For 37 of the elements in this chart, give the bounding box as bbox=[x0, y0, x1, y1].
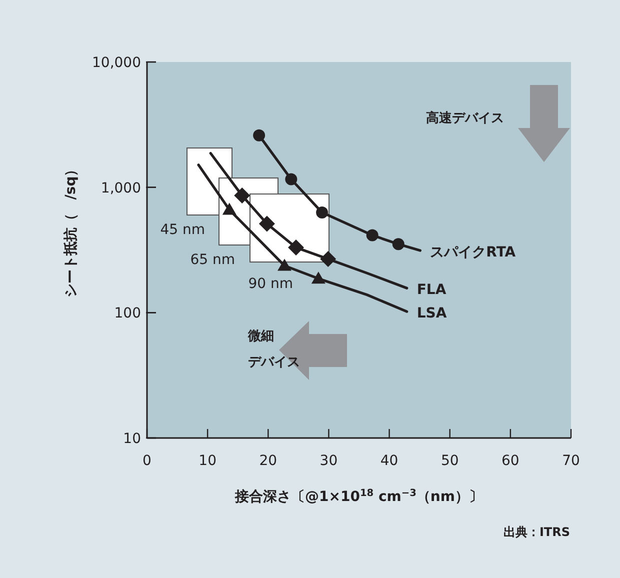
point bbox=[277, 258, 292, 271]
series-label: スパイクRTA bbox=[430, 244, 516, 261]
y-tick-label: 100 bbox=[114, 306, 141, 322]
point bbox=[311, 272, 326, 284]
annotation: 45 nm bbox=[160, 222, 205, 238]
annotation: 高速デバイス bbox=[426, 110, 504, 126]
x-tick-label: 30 bbox=[320, 453, 338, 469]
point bbox=[392, 238, 404, 250]
x-tick-label: 0 bbox=[142, 453, 152, 469]
y-axis-title: シート抵抗（ /sq） bbox=[63, 162, 79, 298]
y-tick-label: 1,000 bbox=[100, 180, 141, 196]
x-tick-label: 10 bbox=[198, 453, 216, 469]
point bbox=[285, 173, 298, 186]
x-tick-label: 40 bbox=[380, 453, 398, 469]
annotation: デバイス bbox=[248, 355, 300, 370]
y-tick-label: 10,000 bbox=[92, 55, 141, 71]
x-tick-label: 70 bbox=[562, 453, 580, 469]
point bbox=[316, 206, 328, 218]
annotation: 微細 bbox=[247, 329, 274, 344]
x-tick-label: 60 bbox=[502, 453, 520, 469]
point bbox=[366, 229, 378, 242]
point bbox=[222, 202, 236, 215]
x-tick-label: 20 bbox=[259, 453, 278, 469]
line-series bbox=[209, 152, 408, 290]
x-axis-title: 接合深さ〔@1×10$^{18}$ cm$^{−3}$（nm）〕 bbox=[234, 488, 483, 505]
x-tick-label: 50 bbox=[440, 453, 459, 469]
y-tick-label: 10 bbox=[123, 431, 141, 447]
series-label: FLA bbox=[416, 282, 446, 298]
point bbox=[288, 240, 304, 256]
annotation: 65 nm bbox=[190, 252, 235, 268]
point bbox=[258, 216, 275, 232]
point bbox=[253, 129, 266, 142]
point bbox=[234, 188, 250, 204]
point bbox=[320, 251, 336, 268]
source-note: 出典：ITRS bbox=[503, 525, 570, 539]
series-label: LSA bbox=[416, 306, 447, 322]
annotation: 90 nm bbox=[248, 276, 293, 292]
